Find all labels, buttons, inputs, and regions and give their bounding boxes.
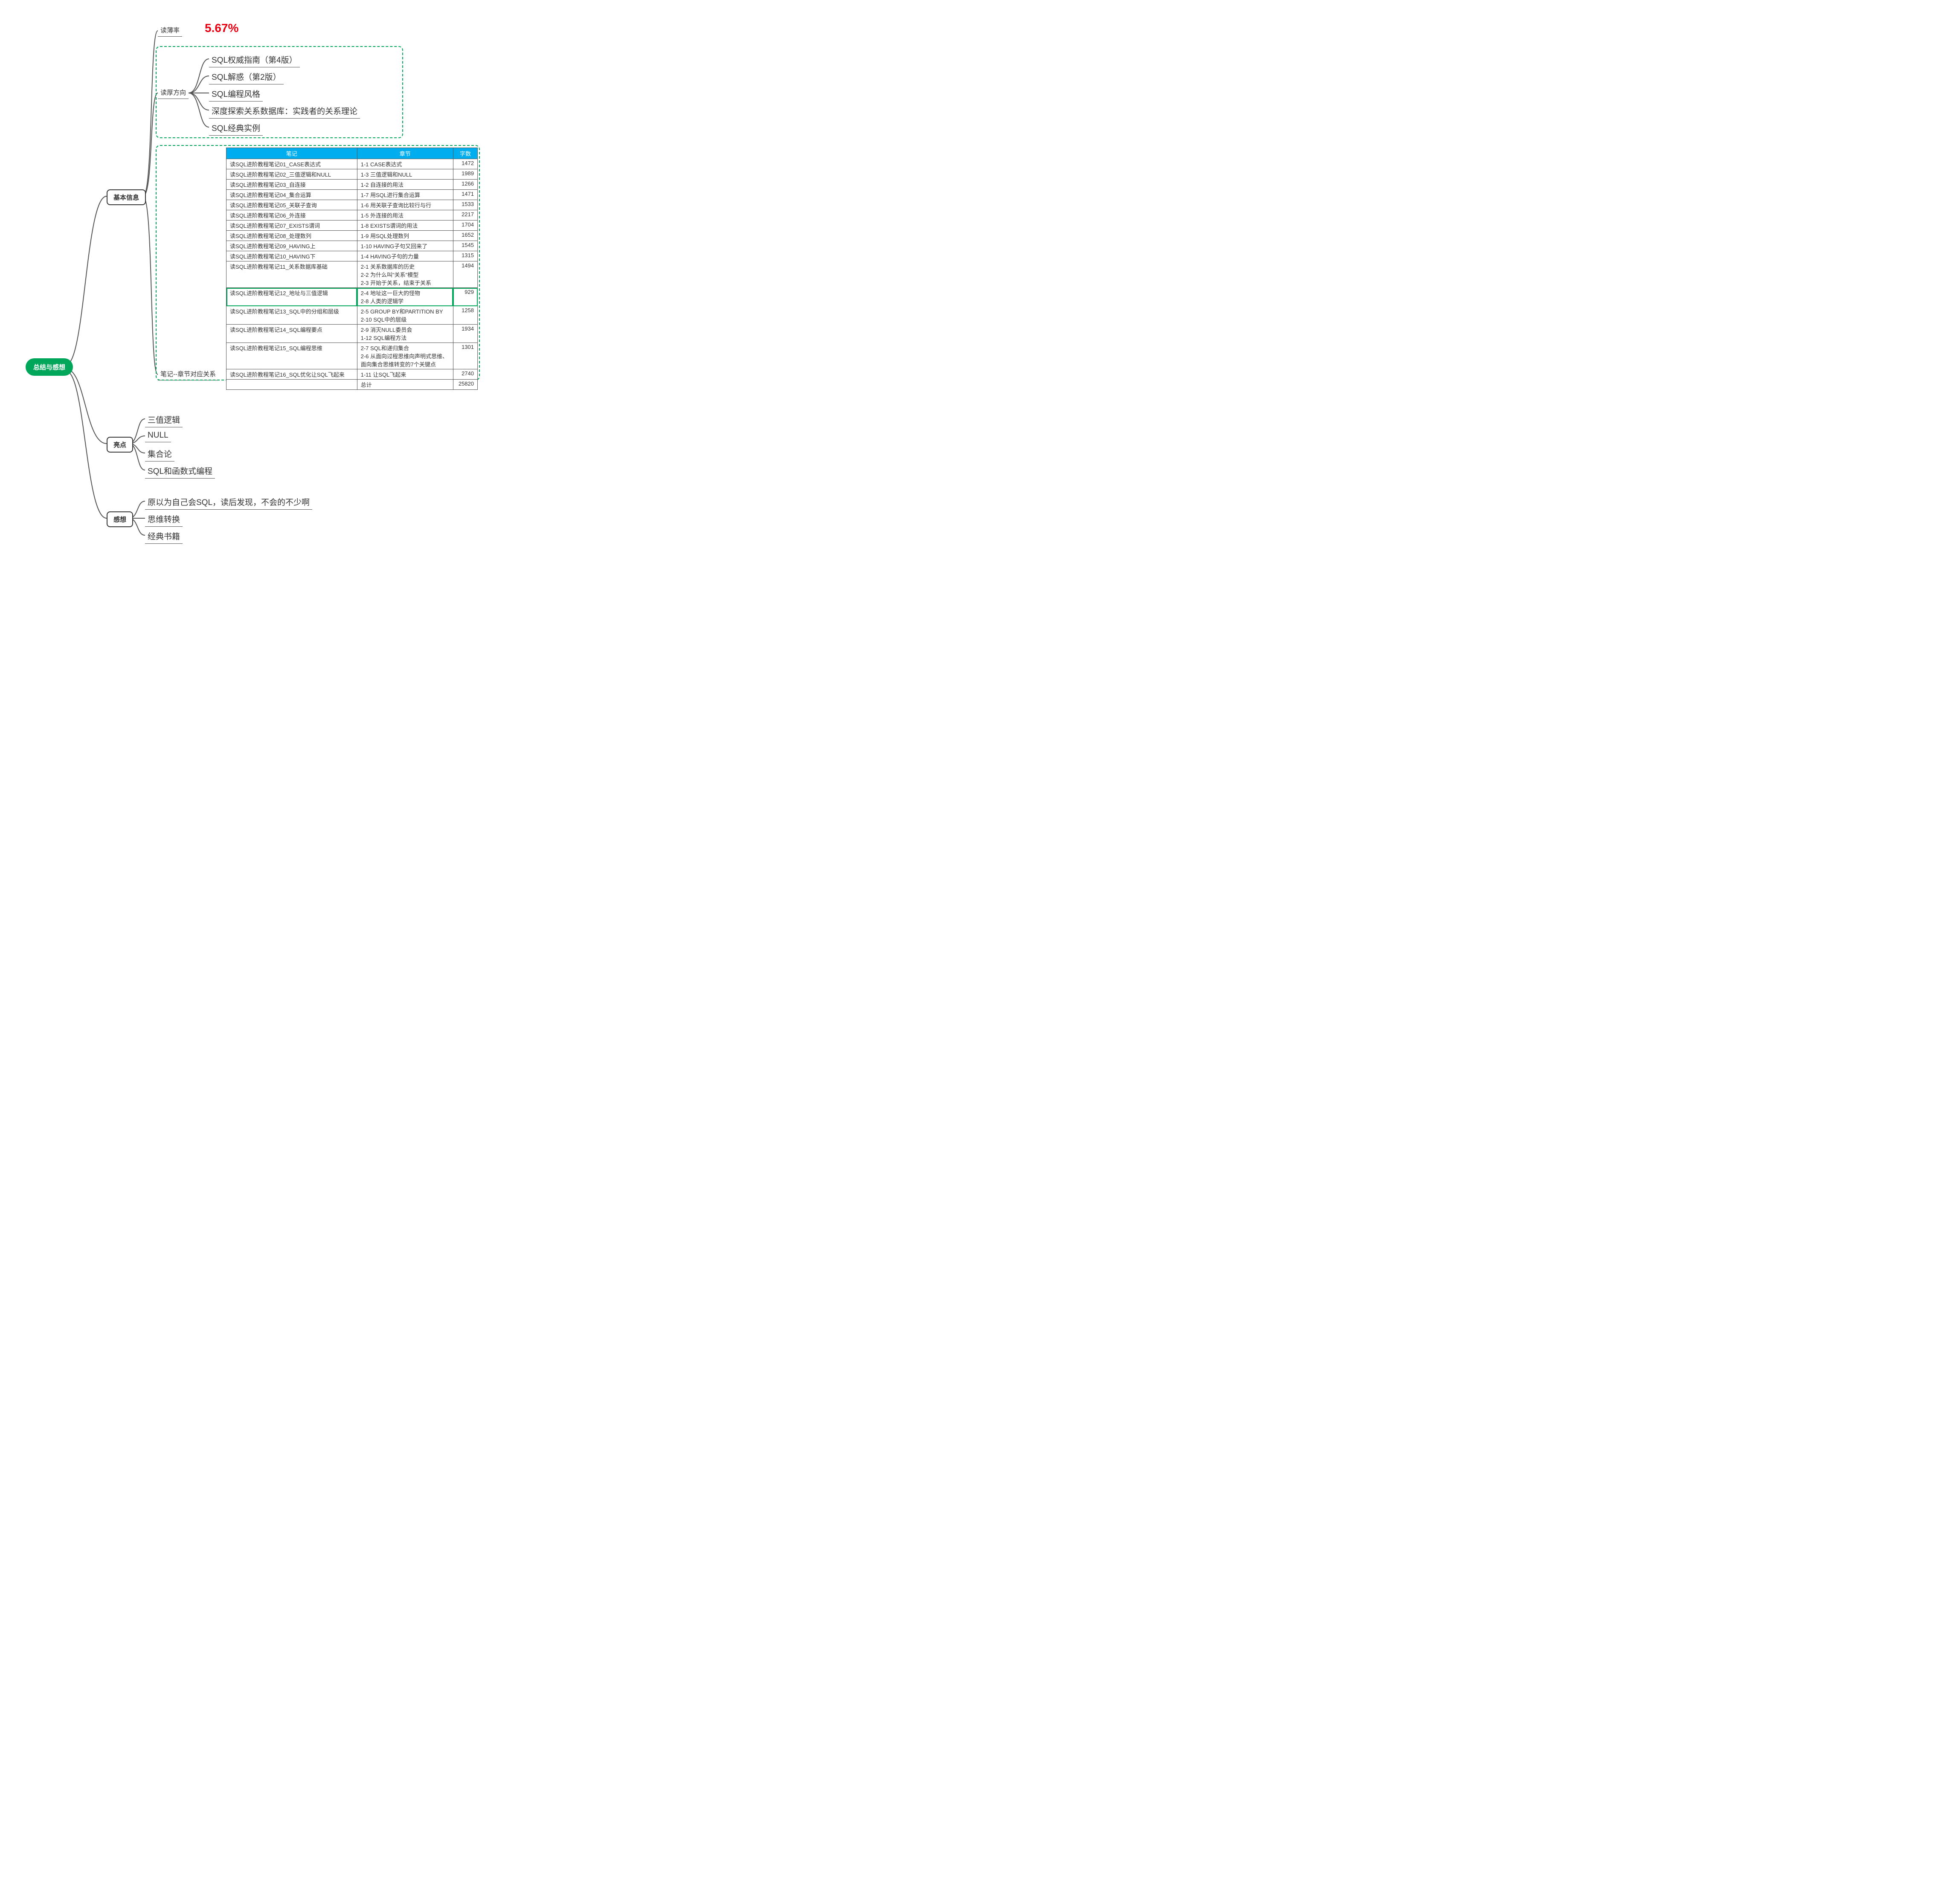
table-row: 读SQL进阶教程笔记13_SQL中的分组和层级2-5 GROUP BY和PART… (226, 306, 478, 325)
table-total-row: 总计25820 (226, 380, 478, 390)
highlight-item: NULL (145, 430, 171, 442)
table-row: 读SQL进阶教程笔记04_集合运算1-7 用SQL进行集合运算1471 (226, 190, 478, 200)
table-row: 读SQL进阶教程笔记11_关系数据库基础2-1 关系数据库的历史 2-2 为什么… (226, 261, 478, 288)
table-row: 读SQL进阶教程笔记02_三值逻辑和NULL1-3 三值逻辑和NULL1989 (226, 169, 478, 180)
thicken-item: SQL解惑（第2版） (209, 70, 284, 84)
highlight-item: 三值逻辑 (145, 413, 183, 427)
table-row: 读SQL进阶教程笔记01_CASE表达式1-1 CASE表达式1472 (226, 159, 478, 169)
thicken-item: SQL权威指南（第4版） (209, 53, 300, 67)
table-header: 字数 (453, 148, 477, 159)
thicken-item: SQL经典实例 (209, 121, 263, 136)
table-header: 章节 (357, 148, 453, 159)
thought-item: 原以为自己会SQL，读后发现，不会的不少啊 (145, 495, 312, 510)
notes-table: 笔记章节字数 读SQL进阶教程笔记01_CASE表达式1-1 CASE表达式14… (226, 148, 478, 390)
table-row: 读SQL进阶教程笔记10_HAVING下1-4 HAVING子句的力量1315 (226, 251, 478, 261)
table-row: 读SQL进阶教程笔记03_自连接1-2 自连接的用法1266 (226, 180, 478, 190)
rate-value: 5.67% (205, 21, 238, 35)
thought-item: 思维转换 (145, 512, 183, 527)
thicken-item: SQL编程风格 (209, 87, 263, 102)
table-row: 读SQL进阶教程笔记15_SQL编程思维2-7 SQL和递归集合 2-6 从面向… (226, 343, 478, 369)
table-header: 笔记 (226, 148, 357, 159)
rate-label: 读薄率 (158, 25, 182, 37)
table-row: 读SQL进阶教程笔记07_EXISTS谓词1-8 EXISTS谓词的用法1704 (226, 221, 478, 231)
thicken-item: 深度探索关系数据库：实践者的关系理论 (209, 104, 360, 119)
table-row: 读SQL进阶教程笔记05_关联子查询1-6 用关联子查询比较行与行1533 (226, 200, 478, 210)
branch-basic[interactable]: 基本信息 (107, 189, 146, 205)
table-row: 读SQL进阶教程笔记14_SQL编程要点2-9 消灭NULL委员会 1-12 S… (226, 325, 478, 343)
table-row: 读SQL进阶教程笔记16_SQL优化让SQL飞起来1-11 让SQL飞起来274… (226, 369, 478, 380)
thought-item: 经典书籍 (145, 529, 183, 544)
highlight-item: SQL和函数式编程 (145, 464, 215, 479)
root-node[interactable]: 总结与感想 (26, 358, 73, 376)
table-row: 读SQL进阶教程笔记06_外连接1-5 外连接的用法2217 (226, 210, 478, 221)
branch-highlights[interactable]: 亮点 (107, 437, 133, 453)
table-row: 读SQL进阶教程笔记12_地址与三值逻辑2-4 地址这一巨大的怪物 2-8 人类… (226, 288, 478, 306)
table-row: 读SQL进阶教程笔记08_处理数列1-9 用SQL处理数列1652 (226, 231, 478, 241)
branch-thoughts[interactable]: 感想 (107, 511, 133, 527)
table-row: 读SQL进阶教程笔记09_HAVING上1-10 HAVING子句又回来了154… (226, 241, 478, 251)
highlight-item: 集合论 (145, 447, 174, 462)
